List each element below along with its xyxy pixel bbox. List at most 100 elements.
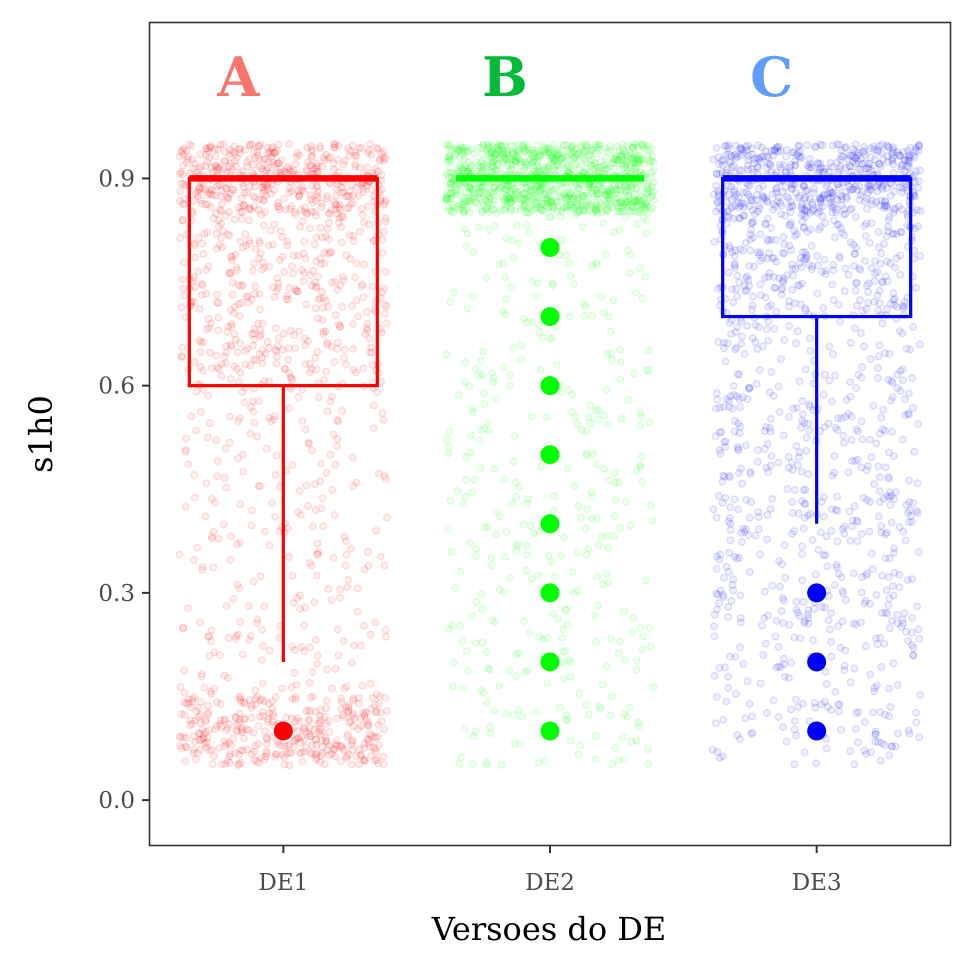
jitter-point bbox=[329, 430, 338, 439]
jitter-point bbox=[877, 522, 886, 531]
jitter-point bbox=[313, 347, 322, 356]
jitter-point bbox=[354, 312, 362, 321]
jitter-point bbox=[913, 479, 922, 488]
jitter-point bbox=[193, 543, 202, 552]
jitter-point bbox=[828, 141, 837, 150]
jitter-point bbox=[265, 262, 274, 271]
jitter-point bbox=[896, 270, 905, 279]
jitter-point bbox=[809, 636, 817, 645]
jitter-point bbox=[278, 684, 286, 693]
jitter-point bbox=[716, 550, 725, 559]
jitter-point bbox=[638, 294, 647, 303]
jitter-point bbox=[899, 619, 907, 628]
jitter-point bbox=[892, 254, 901, 263]
jitter-point bbox=[352, 368, 361, 377]
jitter-point bbox=[914, 420, 923, 429]
jitter-point bbox=[774, 713, 783, 721]
x-tick-label: DE2 bbox=[525, 870, 575, 896]
jitter-point bbox=[799, 223, 808, 232]
jitter-point bbox=[191, 241, 200, 250]
jitter-point bbox=[332, 742, 341, 751]
jitter-point bbox=[859, 342, 868, 351]
jitter-point bbox=[227, 342, 236, 351]
jitter-point bbox=[845, 507, 854, 516]
jitter-point bbox=[216, 140, 225, 149]
jitter-point bbox=[212, 209, 220, 218]
jitter-point bbox=[255, 236, 264, 245]
jitter-point bbox=[617, 414, 626, 423]
jitter-point bbox=[625, 703, 634, 712]
jitter-point bbox=[270, 412, 279, 420]
jitter-point bbox=[300, 334, 309, 343]
jitter-point bbox=[741, 714, 750, 723]
jitter-point bbox=[862, 281, 871, 290]
jitter-point bbox=[214, 145, 223, 154]
jitter-point bbox=[247, 521, 256, 530]
jitter-point bbox=[857, 373, 866, 382]
jitter-point bbox=[181, 313, 190, 322]
jitter-point bbox=[790, 486, 799, 494]
jitter-point bbox=[865, 238, 874, 247]
jitter-point bbox=[632, 196, 641, 205]
jitter-point bbox=[500, 273, 509, 282]
y-tick-label: 0.9 bbox=[98, 166, 135, 192]
jitter-point bbox=[225, 162, 233, 171]
jitter-point bbox=[208, 191, 217, 200]
jitter-point bbox=[270, 220, 279, 229]
jitter-point bbox=[891, 742, 900, 751]
jitter-point bbox=[914, 625, 923, 634]
jitter-point bbox=[188, 155, 197, 164]
jitter-point bbox=[294, 734, 303, 743]
jitter-point bbox=[241, 360, 250, 369]
jitter-point bbox=[254, 722, 263, 730]
jitter-point bbox=[343, 583, 352, 592]
jitter-point bbox=[639, 213, 648, 222]
jitter-point bbox=[326, 153, 335, 162]
jitter-point bbox=[460, 377, 469, 386]
jitter-point bbox=[777, 355, 785, 364]
jitter-point bbox=[620, 607, 629, 616]
jitter-point bbox=[196, 729, 205, 738]
jitter-point bbox=[326, 248, 335, 256]
jitter-point bbox=[213, 163, 221, 172]
jitter-point bbox=[379, 153, 388, 162]
jitter-point bbox=[383, 707, 392, 715]
jitter-point bbox=[313, 167, 322, 176]
jitter-point bbox=[769, 205, 777, 214]
jitter-point bbox=[306, 191, 315, 199]
jitter-point bbox=[294, 727, 303, 736]
jitter-point bbox=[839, 210, 848, 219]
jitter-point bbox=[249, 147, 258, 156]
jitter-point bbox=[222, 726, 231, 735]
jitter-point bbox=[323, 191, 332, 200]
jitter-point bbox=[234, 759, 243, 768]
jitter-point bbox=[205, 651, 214, 660]
jitter-point bbox=[913, 602, 922, 611]
jitter-point bbox=[217, 233, 226, 242]
jitter-point bbox=[329, 143, 338, 152]
jitter-point bbox=[178, 216, 187, 225]
jitter-point bbox=[811, 570, 820, 579]
jitter-point bbox=[331, 191, 340, 200]
jitter-point bbox=[856, 266, 865, 275]
jitter-point bbox=[645, 623, 654, 632]
jitter-point bbox=[308, 446, 316, 455]
jitter-point bbox=[351, 148, 360, 157]
jitter-point bbox=[320, 375, 329, 384]
jitter-point bbox=[509, 457, 518, 466]
jitter-point bbox=[841, 144, 850, 152]
jitter-point bbox=[254, 397, 263, 406]
jitter-point bbox=[232, 162, 241, 171]
jitter-point bbox=[265, 699, 273, 708]
jitter-point bbox=[342, 537, 351, 545]
jitter-point bbox=[803, 161, 812, 170]
jitter-point bbox=[827, 609, 836, 618]
jitter-point bbox=[603, 532, 612, 540]
jitter-point bbox=[859, 493, 868, 502]
jitter-point bbox=[287, 187, 296, 196]
jitter-point bbox=[602, 190, 611, 199]
jitter-point bbox=[207, 532, 216, 541]
jitter-point bbox=[797, 467, 806, 476]
jitter-point bbox=[359, 188, 368, 197]
jitter-point bbox=[449, 658, 458, 667]
